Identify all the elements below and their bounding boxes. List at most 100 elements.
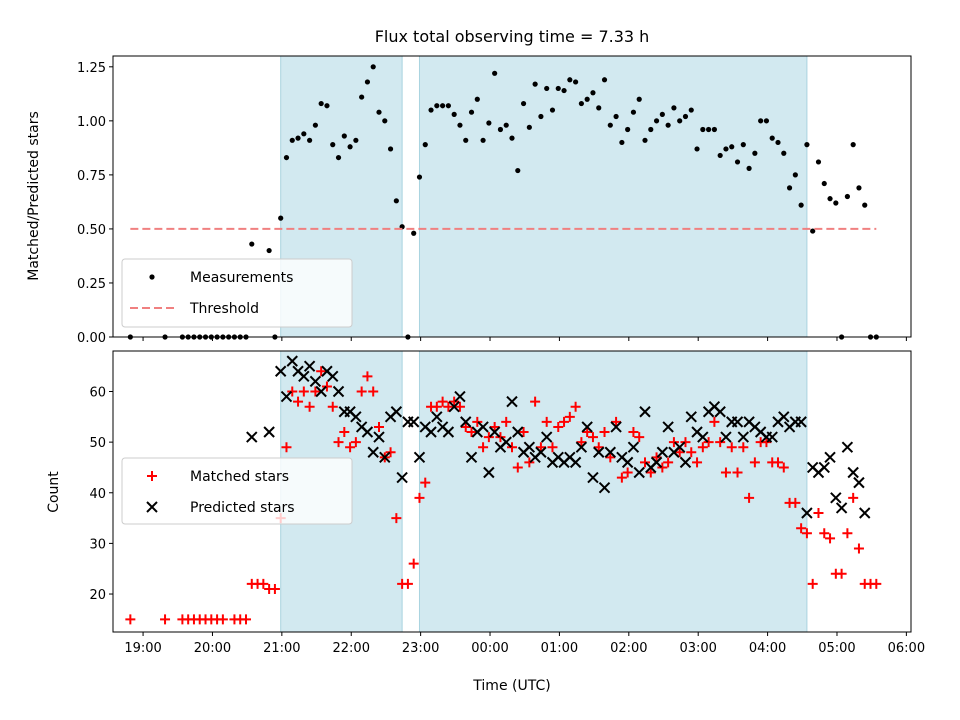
legend-label: Predicted stars: [190, 500, 295, 516]
matched-star-point: [657, 462, 668, 473]
matched-star-point: [605, 452, 616, 463]
x-tick-label: 01:00: [541, 641, 578, 656]
measurement-point: [711, 126, 717, 133]
measurement-point: [636, 96, 642, 102]
predicted-star-point: [697, 431, 709, 443]
measurement-point: [347, 144, 353, 150]
x-tick-label: 22:00: [333, 641, 370, 656]
matched-star-point: [507, 442, 517, 453]
predicted-star-point: [431, 411, 443, 423]
measurement-point: [752, 150, 758, 156]
matched-star-point: [559, 416, 570, 427]
matched-star-point: [674, 447, 685, 458]
predicted-star-point: [662, 421, 674, 433]
measurement-point: [520, 100, 527, 107]
measurement-point: [578, 100, 584, 107]
predicted-star-point: [367, 446, 379, 458]
matched-star-point: [553, 421, 564, 432]
measurement-point: [584, 96, 590, 102]
predicted-star-point: [766, 431, 778, 443]
predicted-star-point: [830, 492, 842, 504]
predicted-star-point: [593, 446, 605, 458]
measurement-point: [359, 94, 365, 100]
measurement-point: [278, 215, 284, 221]
matched-star-point: [801, 528, 812, 539]
matched-star-point: [796, 523, 807, 534]
matched-star-point: [628, 427, 639, 438]
top-y-tick-label: 0.75: [77, 169, 106, 184]
matched-star-point: [761, 437, 772, 448]
measurement-point: [480, 137, 486, 143]
measurement-point: [798, 202, 804, 208]
measurement-point: [596, 105, 602, 111]
matched-star-point: [269, 583, 280, 594]
measurement-point: [289, 137, 295, 143]
predicted-star-point: [379, 451, 391, 464]
matched-star-point: [634, 432, 645, 443]
measurement-point: [341, 133, 347, 139]
matched-star-point: [287, 386, 298, 397]
chart-title: Flux total observing time = 7.33 h: [375, 27, 650, 46]
predicted-star-point: [835, 502, 848, 514]
predicted-star-point: [500, 436, 512, 448]
measurement-point: [474, 96, 480, 102]
predicted-star-point: [488, 426, 501, 438]
top-legend: [121, 258, 353, 328]
predicted-star-point: [506, 395, 518, 408]
top-y-tick-label: 0.00: [77, 331, 106, 346]
bottom-y-tick-label: 50: [89, 436, 106, 451]
matched-star-point: [368, 386, 379, 397]
matched-star-point: [241, 614, 251, 625]
measurement-point: [665, 122, 671, 128]
measurement-point: [353, 137, 359, 143]
legend-marker-matched: [147, 471, 157, 481]
measurement-point: [457, 122, 463, 128]
predicted-star-point: [280, 390, 293, 403]
measurement-point: [416, 174, 423, 180]
measurement-point: [387, 146, 394, 152]
measurement-point: [653, 118, 660, 124]
matched-star-point: [495, 432, 506, 443]
legend-marker-measurements: [149, 274, 155, 280]
measurement-point: [833, 200, 839, 206]
predicted-star-point: [361, 426, 374, 438]
bottom-shaded-interval: [419, 351, 807, 632]
measurement-point: [370, 64, 376, 70]
legend-label: Matched stars: [190, 469, 289, 485]
measurement-point: [503, 122, 509, 128]
predicted-star-point: [795, 416, 807, 428]
predicted-star-point: [309, 375, 322, 388]
matched-star-point: [778, 462, 789, 473]
top-shaded-interval: [419, 56, 807, 337]
predicted-star-point: [621, 456, 634, 469]
matched-star-point: [298, 386, 309, 397]
x-tick-label: 20:00: [194, 641, 231, 656]
matched-star-point: [738, 442, 749, 453]
matched-star-point: [391, 513, 402, 524]
matched-star-point: [697, 442, 708, 453]
matched-star-point: [402, 578, 413, 589]
measurement-point: [717, 152, 723, 159]
measurement-point: [301, 131, 307, 137]
measurement-point: [283, 154, 290, 161]
measurement-point: [786, 185, 793, 191]
matched-star-point: [478, 442, 489, 453]
measurement-point: [723, 146, 729, 152]
predicted-star-point: [656, 446, 669, 458]
measurement-point: [740, 142, 746, 148]
predicted-star-point: [859, 507, 871, 519]
predicted-star-point: [442, 426, 455, 438]
measurement-point: [497, 126, 504, 133]
measurement-point: [659, 111, 665, 117]
measurement-point: [526, 124, 532, 130]
measurement-point: [486, 120, 492, 126]
matched-star-point: [524, 457, 535, 468]
measurement-point: [567, 77, 573, 83]
matched-star-point: [443, 401, 454, 412]
predicted-star-point: [714, 406, 726, 418]
matched-star-point: [483, 432, 494, 443]
predicted-star-point: [685, 411, 697, 423]
measurement-point: [648, 126, 654, 133]
predicted-star-point: [286, 355, 298, 367]
measurement-point: [445, 103, 451, 109]
